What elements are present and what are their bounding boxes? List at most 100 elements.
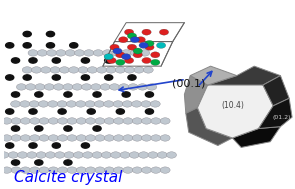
Circle shape [116, 109, 124, 114]
Circle shape [39, 135, 49, 141]
Circle shape [128, 84, 138, 90]
Circle shape [12, 126, 19, 131]
Circle shape [64, 126, 72, 131]
Circle shape [81, 58, 89, 63]
Circle shape [47, 50, 57, 56]
Circle shape [119, 37, 128, 43]
Circle shape [48, 101, 58, 107]
Circle shape [87, 109, 95, 114]
Circle shape [52, 143, 60, 148]
Circle shape [11, 101, 20, 107]
Circle shape [83, 152, 93, 158]
Text: (10.4): (10.4) [221, 101, 244, 110]
Circle shape [29, 58, 37, 63]
Circle shape [8, 152, 18, 158]
Circle shape [145, 40, 154, 46]
Circle shape [128, 75, 136, 80]
Circle shape [109, 84, 119, 90]
Circle shape [72, 84, 82, 90]
Circle shape [30, 167, 40, 173]
Circle shape [52, 75, 60, 80]
Circle shape [104, 167, 114, 173]
Circle shape [142, 57, 151, 64]
Polygon shape [232, 127, 281, 147]
Circle shape [39, 101, 48, 107]
Circle shape [30, 135, 40, 141]
Circle shape [81, 143, 89, 148]
Circle shape [137, 84, 148, 90]
Circle shape [20, 135, 30, 141]
Circle shape [104, 135, 114, 141]
Circle shape [20, 167, 30, 173]
Circle shape [64, 92, 72, 97]
Circle shape [116, 59, 125, 65]
Circle shape [2, 135, 12, 141]
Circle shape [133, 52, 142, 58]
Circle shape [76, 167, 86, 173]
Circle shape [58, 167, 68, 173]
Circle shape [11, 167, 21, 173]
Circle shape [143, 67, 153, 73]
Circle shape [60, 67, 69, 73]
Circle shape [35, 92, 43, 97]
Circle shape [12, 92, 19, 97]
Circle shape [156, 42, 166, 48]
Circle shape [37, 50, 47, 56]
Circle shape [104, 101, 114, 107]
Circle shape [114, 135, 124, 141]
Circle shape [29, 143, 37, 148]
Circle shape [112, 50, 122, 56]
Circle shape [41, 67, 51, 73]
Circle shape [113, 48, 122, 54]
Circle shape [48, 135, 58, 141]
Circle shape [20, 101, 30, 107]
Circle shape [142, 167, 152, 173]
Circle shape [93, 50, 103, 56]
Circle shape [86, 167, 96, 173]
Circle shape [114, 167, 124, 173]
Circle shape [115, 67, 125, 73]
Circle shape [58, 109, 66, 114]
Circle shape [127, 44, 137, 50]
Circle shape [110, 44, 119, 50]
Circle shape [66, 101, 76, 107]
Circle shape [145, 109, 153, 114]
Circle shape [2, 118, 12, 124]
Circle shape [107, 57, 116, 64]
Polygon shape [197, 76, 273, 138]
Circle shape [151, 135, 161, 141]
Circle shape [50, 67, 60, 73]
Polygon shape [184, 76, 208, 113]
Circle shape [142, 29, 151, 35]
Circle shape [113, 101, 123, 107]
Text: (01.2): (01.2) [273, 115, 291, 120]
Circle shape [151, 59, 160, 65]
Circle shape [78, 67, 88, 73]
Circle shape [134, 67, 144, 73]
Circle shape [29, 101, 39, 107]
Circle shape [145, 44, 154, 50]
Circle shape [52, 58, 60, 63]
Circle shape [28, 50, 38, 56]
Circle shape [64, 152, 74, 158]
Circle shape [58, 135, 68, 141]
Circle shape [11, 118, 21, 124]
Circle shape [81, 75, 89, 80]
Circle shape [141, 101, 151, 107]
Circle shape [119, 84, 129, 90]
Circle shape [63, 84, 73, 90]
Circle shape [133, 48, 142, 54]
Circle shape [65, 50, 75, 56]
Circle shape [58, 118, 68, 124]
Circle shape [125, 67, 135, 73]
Circle shape [91, 84, 101, 90]
Circle shape [67, 135, 77, 141]
Circle shape [67, 167, 77, 173]
Circle shape [20, 118, 30, 124]
Circle shape [136, 37, 145, 43]
Circle shape [45, 152, 55, 158]
Circle shape [130, 37, 140, 43]
Polygon shape [190, 66, 237, 85]
Circle shape [44, 84, 54, 90]
Circle shape [151, 167, 161, 173]
